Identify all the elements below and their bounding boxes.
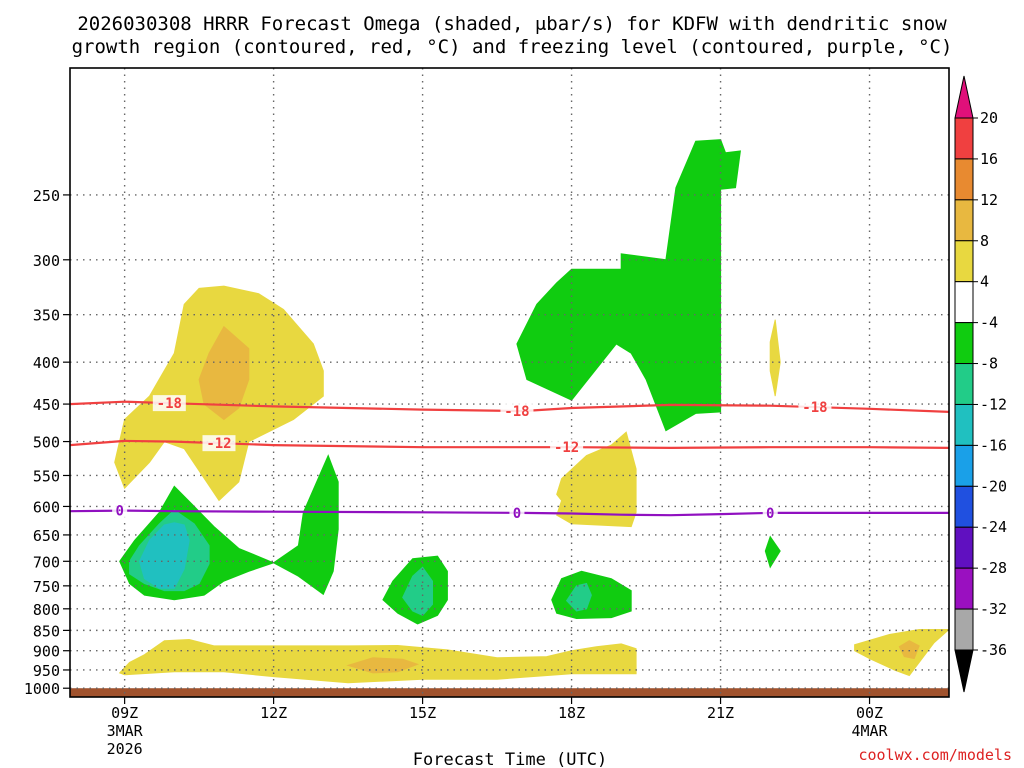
colorbar-segment — [954, 117, 974, 160]
omega-region-upward-omega-22z — [764, 535, 781, 569]
colorbar-tick-label: -20 — [980, 477, 1007, 495]
contour-label-dgz-minus-12: -12 — [554, 440, 579, 456]
contour-line-dgz-minus-12 — [70, 439, 949, 450]
pressure-tick-label: 250 — [33, 187, 60, 205]
date-tick-label: 3MAR — [107, 722, 144, 740]
chart-title-line-2: growth region (contoured, red, °C) and f… — [72, 36, 953, 58]
ground-below-surface — [70, 688, 949, 697]
colorbar-tick-label: -16 — [980, 436, 1007, 454]
colorbar-bottom-arrow — [954, 649, 974, 693]
colorbar-tick-label: -32 — [980, 600, 1007, 618]
contour-label-freezing-level-0: 0 — [766, 506, 774, 522]
year-tick-label: 2026 — [107, 740, 143, 758]
colorbar-segment — [954, 567, 974, 610]
contour-label-dgz-minus-18: -18 — [157, 396, 182, 412]
contour-label-bg — [152, 395, 186, 412]
omega-region-moderate-sinking-upper — [198, 325, 250, 421]
contour-label-dgz-minus-18: -18 — [504, 404, 529, 420]
pressure-tick-label: 750 — [33, 578, 60, 596]
pressure-tick-label: 800 — [33, 601, 60, 619]
plot-frame — [69, 67, 950, 698]
colorbar-segment — [954, 199, 974, 242]
contour-label-freezing-level-0: 0 — [115, 504, 123, 520]
time-tick-label: 09Z — [111, 704, 138, 722]
pressure-tick-label: 400 — [33, 354, 60, 372]
x-axis-label: Forecast Time (UTC) — [413, 750, 607, 768]
omega-shading — [114, 139, 949, 684]
contour-label-bg — [202, 435, 236, 452]
omega-region-upward-omega-13z — [272, 454, 339, 596]
colorbar-tick-label: -12 — [980, 395, 1007, 413]
colorbar-segment — [954, 403, 974, 446]
contour-label-bg — [798, 399, 832, 416]
contour-label-freezing-level-0: 0 — [513, 506, 521, 522]
contour-label-bg — [500, 403, 534, 420]
pressure-tick-label: 450 — [33, 396, 60, 414]
omega-region-moderate-sinking-00z-low — [898, 640, 920, 660]
contour-label-dgz-minus-12: -12 — [206, 436, 231, 452]
colorbar-top-arrow — [954, 75, 974, 119]
time-tick-label: 15Z — [409, 704, 436, 722]
pressure-tick-label: 350 — [33, 307, 60, 325]
colorbar-segment — [954, 322, 974, 365]
pressure-tick-label: 1000 — [24, 680, 60, 698]
colorbar-tick-label: 16 — [980, 150, 998, 168]
credit-link[interactable]: coolwx.com/models — [858, 746, 1012, 764]
omega-region-upward-omega-15z-core — [402, 566, 433, 617]
pressure-tick-label: 700 — [33, 553, 60, 571]
colorbar-tick-label: -8 — [980, 355, 998, 373]
omega-region-upward-omega-low-left-center — [138, 522, 190, 589]
pressure-tick-label: 900 — [33, 643, 60, 661]
pressure-tick-label: 650 — [33, 527, 60, 545]
omega-region-upward-omega-18z-core — [565, 582, 592, 612]
colorbar-segment — [954, 526, 974, 569]
colorbar-segment — [954, 240, 974, 283]
omega-region-upward-omega-aloft — [516, 139, 741, 432]
colorbar-tick-label: 4 — [980, 273, 989, 291]
colorbar-segment — [954, 608, 974, 651]
pressure-tick-label: 600 — [33, 498, 60, 516]
pressure-tick-label: 850 — [33, 622, 60, 640]
date-tick-label: 4MAR — [851, 722, 888, 740]
colorbar-tick-label: -24 — [980, 518, 1007, 536]
pressure-tick-label: 550 — [33, 467, 60, 485]
colorbar-segment — [954, 363, 974, 405]
ground-strip — [70, 688, 949, 697]
pressure-tick-label: 950 — [33, 662, 60, 680]
omega-region-weak-sinking-22z-aloft — [769, 319, 781, 397]
colorbar-tick-label: 8 — [980, 232, 989, 250]
colorbar-segment — [954, 444, 974, 487]
pressure-tick-label: 300 — [33, 252, 60, 270]
colorbar-segment — [954, 281, 974, 324]
time-tick-label: 00Z — [856, 704, 883, 722]
pressure-axis: 250 300 350 400 450 500 550 600 650 700 750 800 850 9… — [24, 187, 70, 698]
colorbar-tick-label: 12 — [980, 191, 998, 209]
colorbar-tick-label: -36 — [980, 641, 1007, 659]
colorbar-tick-label: 20 — [980, 109, 998, 127]
time-tick-label: 18Z — [558, 704, 585, 722]
time-tick-label: 12Z — [260, 704, 287, 722]
colorbar-segment — [954, 158, 974, 201]
contour-label-bg — [762, 504, 778, 521]
colorbar-tick-label: -28 — [980, 559, 1007, 577]
temperature-contours: -18 -18 -18 -12 -12 0 0 0 — [70, 395, 949, 522]
contour-label-bg — [509, 504, 525, 521]
contour-label-bg — [112, 502, 128, 519]
contour-label-dgz-minus-18: -18 — [802, 400, 827, 416]
plot-gridlines — [70, 68, 949, 697]
omega-colorbar: 20 16 12 8 4 -4 -8 -12 -16 -20 -24 -28 -32 -36 — [954, 75, 1007, 693]
pressure-tick-label: 500 — [33, 434, 60, 452]
colorbar-segment — [954, 485, 974, 528]
contour-label-bg — [550, 439, 584, 456]
omega-region-moderate-sinking-boundary-layer — [346, 657, 420, 674]
time-tick-label: 21Z — [707, 704, 734, 722]
chart-title-line-1: 2026030308 HRRR Forecast Omega (shaded, … — [77, 13, 947, 35]
colorbar-tick-label: -4 — [980, 314, 998, 332]
